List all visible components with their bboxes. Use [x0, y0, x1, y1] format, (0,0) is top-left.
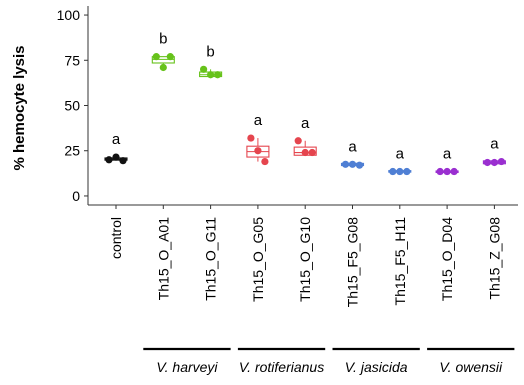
data-point — [247, 134, 255, 142]
data-point — [214, 71, 222, 79]
data-point — [159, 63, 167, 72]
data-point — [166, 53, 174, 61]
significance-letter: b — [159, 31, 167, 48]
y-tick-label: 100 — [57, 7, 81, 23]
x-tick-labels: control Th15_O_A01 Th15_O_G11 Th15_O_G05 Th1… — [108, 205, 502, 307]
y-tick-label: 75 — [64, 52, 80, 68]
group-label: V. jasicida — [345, 359, 408, 375]
box-group-Th15_O_G10: a — [293, 115, 317, 157]
data-point — [341, 160, 350, 168]
x-tick-label: Th15_O_G10 — [297, 217, 313, 302]
data-point — [450, 167, 458, 176]
x-tick-label: control — [108, 217, 124, 259]
significance-letter: a — [348, 138, 357, 155]
significance-letter: a — [254, 112, 263, 129]
data-point — [443, 167, 451, 176]
data-point — [261, 157, 269, 166]
box-group-Th15_F5_G08: a — [340, 138, 365, 169]
box-group-Th15_O_G11: b — [199, 43, 223, 79]
data-point — [403, 167, 411, 176]
data-point — [112, 153, 120, 161]
data-point — [119, 157, 127, 165]
y-tick-label: 50 — [64, 98, 80, 114]
box-group-Th15_F5_H11: a — [388, 146, 412, 176]
box-group-Th15_O_G05: a — [246, 112, 270, 166]
plot-marks: a b b a a a a a a — [104, 31, 506, 176]
significance-letter: b — [206, 43, 214, 60]
significance-letter: a — [112, 131, 121, 148]
x-tick-label: Th15_O_G05 — [250, 217, 266, 302]
x-tick-label: Th15_Z_G08 — [486, 217, 502, 300]
significance-letter: a — [396, 146, 405, 163]
group-label: V. harveyi — [156, 359, 218, 375]
axes: 0 25 50 75 100 — [57, 6, 518, 206]
x-tick-label: Th15_O_G11 — [203, 217, 219, 301]
data-point — [436, 167, 444, 176]
data-point — [396, 167, 404, 176]
box-group-Th15_O_D04: a — [435, 146, 459, 176]
significance-letter: a — [301, 115, 310, 132]
box-group-Th15_Z_G08: a — [482, 136, 506, 167]
group-label: V. rotiferianus — [239, 359, 324, 375]
data-point — [348, 160, 357, 168]
data-point — [497, 157, 505, 166]
box-group-Th15_O_A01: b — [151, 31, 175, 72]
data-point — [294, 137, 302, 145]
data-point — [207, 71, 215, 79]
group-label: V. owensii — [439, 359, 503, 375]
data-point — [301, 148, 309, 157]
species-groups: V. harveyi V. rotiferianus V. jasicida V. o… — [143, 347, 515, 375]
x-tick-label: Th15_F5_H11 — [392, 217, 408, 306]
data-point — [254, 147, 262, 155]
x-tick-label: Th15_O_D04 — [439, 217, 455, 301]
y-tick-label: 25 — [64, 143, 80, 159]
data-point — [308, 148, 316, 157]
data-point — [490, 158, 498, 167]
significance-letter: a — [443, 146, 452, 163]
data-point — [200, 65, 208, 73]
significance-letter: a — [490, 136, 499, 153]
box-group-control: a — [104, 131, 128, 165]
data-point — [389, 167, 397, 176]
x-tick-label: Th15_F5_G08 — [345, 217, 361, 307]
y-axis-label: % hemocyte lysis — [11, 45, 28, 170]
data-point — [355, 161, 364, 169]
data-point — [105, 156, 113, 164]
x-tick-label: Th15_O_A01 — [155, 217, 171, 300]
data-point — [483, 158, 491, 167]
y-tick-label: 0 — [72, 188, 80, 204]
data-point — [152, 53, 160, 61]
